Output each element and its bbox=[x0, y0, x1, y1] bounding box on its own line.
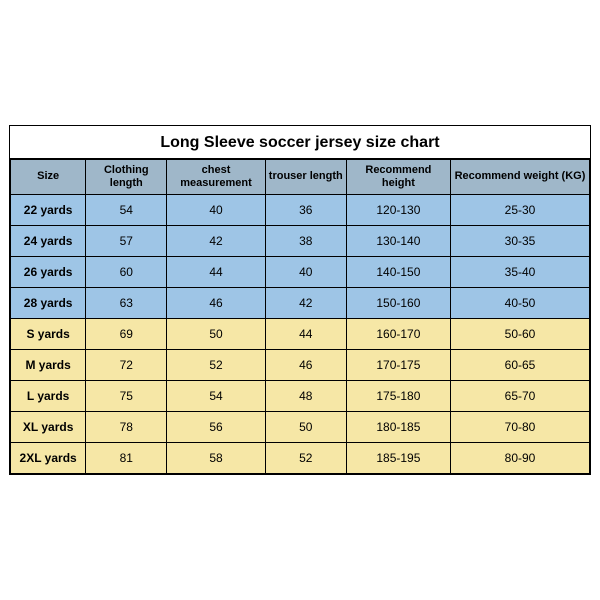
table-row: 22 yards544036120-13025-30 bbox=[11, 195, 590, 226]
cell-weight: 70-80 bbox=[451, 412, 590, 443]
size-chart: Long Sleeve soccer jersey size chart Siz… bbox=[9, 125, 591, 475]
table-row: 28 yards634642150-16040-50 bbox=[11, 288, 590, 319]
cell-weight: 50-60 bbox=[451, 319, 590, 350]
cell-trouser: 40 bbox=[265, 257, 346, 288]
col-chest: chest measurement bbox=[167, 159, 265, 194]
cell-chest: 40 bbox=[167, 195, 265, 226]
cell-weight: 60-65 bbox=[451, 350, 590, 381]
col-weight: Recommend weight (KG) bbox=[451, 159, 590, 194]
cell-weight: 65-70 bbox=[451, 381, 590, 412]
cell-clothing-length: 57 bbox=[86, 226, 167, 257]
col-trouser: trouser length bbox=[265, 159, 346, 194]
cell-chest: 50 bbox=[167, 319, 265, 350]
cell-chest: 56 bbox=[167, 412, 265, 443]
cell-height: 150-160 bbox=[346, 288, 450, 319]
cell-weight: 30-35 bbox=[451, 226, 590, 257]
cell-size: XL yards bbox=[11, 412, 86, 443]
cell-chest: 54 bbox=[167, 381, 265, 412]
table-row: S yards695044160-17050-60 bbox=[11, 319, 590, 350]
cell-trouser: 46 bbox=[265, 350, 346, 381]
cell-weight: 40-50 bbox=[451, 288, 590, 319]
table-row: 26 yards604440140-15035-40 bbox=[11, 257, 590, 288]
cell-chest: 58 bbox=[167, 443, 265, 474]
cell-height: 170-175 bbox=[346, 350, 450, 381]
cell-size: S yards bbox=[11, 319, 86, 350]
cell-height: 175-180 bbox=[346, 381, 450, 412]
cell-chest: 42 bbox=[167, 226, 265, 257]
size-table: Size Clothing length chest measurement t… bbox=[10, 159, 590, 474]
cell-height: 130-140 bbox=[346, 226, 450, 257]
cell-trouser: 38 bbox=[265, 226, 346, 257]
cell-height: 160-170 bbox=[346, 319, 450, 350]
table-body: 22 yards544036120-13025-3024 yards574238… bbox=[11, 195, 590, 474]
cell-height: 185-195 bbox=[346, 443, 450, 474]
cell-trouser: 48 bbox=[265, 381, 346, 412]
cell-size: 22 yards bbox=[11, 195, 86, 226]
cell-height: 180-185 bbox=[346, 412, 450, 443]
cell-trouser: 36 bbox=[265, 195, 346, 226]
col-height: Recommend height bbox=[346, 159, 450, 194]
cell-trouser: 44 bbox=[265, 319, 346, 350]
cell-clothing-length: 81 bbox=[86, 443, 167, 474]
cell-clothing-length: 75 bbox=[86, 381, 167, 412]
cell-size: 24 yards bbox=[11, 226, 86, 257]
cell-chest: 46 bbox=[167, 288, 265, 319]
cell-trouser: 50 bbox=[265, 412, 346, 443]
cell-weight: 25-30 bbox=[451, 195, 590, 226]
cell-weight: 35-40 bbox=[451, 257, 590, 288]
cell-weight: 80-90 bbox=[451, 443, 590, 474]
cell-clothing-length: 54 bbox=[86, 195, 167, 226]
cell-size: M yards bbox=[11, 350, 86, 381]
cell-chest: 44 bbox=[167, 257, 265, 288]
cell-clothing-length: 78 bbox=[86, 412, 167, 443]
header-row: Size Clothing length chest measurement t… bbox=[11, 159, 590, 194]
table-row: 2XL yards815852185-19580-90 bbox=[11, 443, 590, 474]
table-row: 24 yards574238130-14030-35 bbox=[11, 226, 590, 257]
cell-height: 140-150 bbox=[346, 257, 450, 288]
cell-size: 2XL yards bbox=[11, 443, 86, 474]
table-row: M yards725246170-17560-65 bbox=[11, 350, 590, 381]
table-row: XL yards785650180-18570-80 bbox=[11, 412, 590, 443]
cell-trouser: 52 bbox=[265, 443, 346, 474]
cell-clothing-length: 69 bbox=[86, 319, 167, 350]
cell-size: 28 yards bbox=[11, 288, 86, 319]
table-row: L yards755448175-18065-70 bbox=[11, 381, 590, 412]
cell-height: 120-130 bbox=[346, 195, 450, 226]
cell-chest: 52 bbox=[167, 350, 265, 381]
cell-clothing-length: 60 bbox=[86, 257, 167, 288]
cell-clothing-length: 63 bbox=[86, 288, 167, 319]
cell-clothing-length: 72 bbox=[86, 350, 167, 381]
cell-trouser: 42 bbox=[265, 288, 346, 319]
col-clothing: Clothing length bbox=[86, 159, 167, 194]
chart-title: Long Sleeve soccer jersey size chart bbox=[10, 126, 590, 159]
cell-size: L yards bbox=[11, 381, 86, 412]
cell-size: 26 yards bbox=[11, 257, 86, 288]
col-size: Size bbox=[11, 159, 86, 194]
